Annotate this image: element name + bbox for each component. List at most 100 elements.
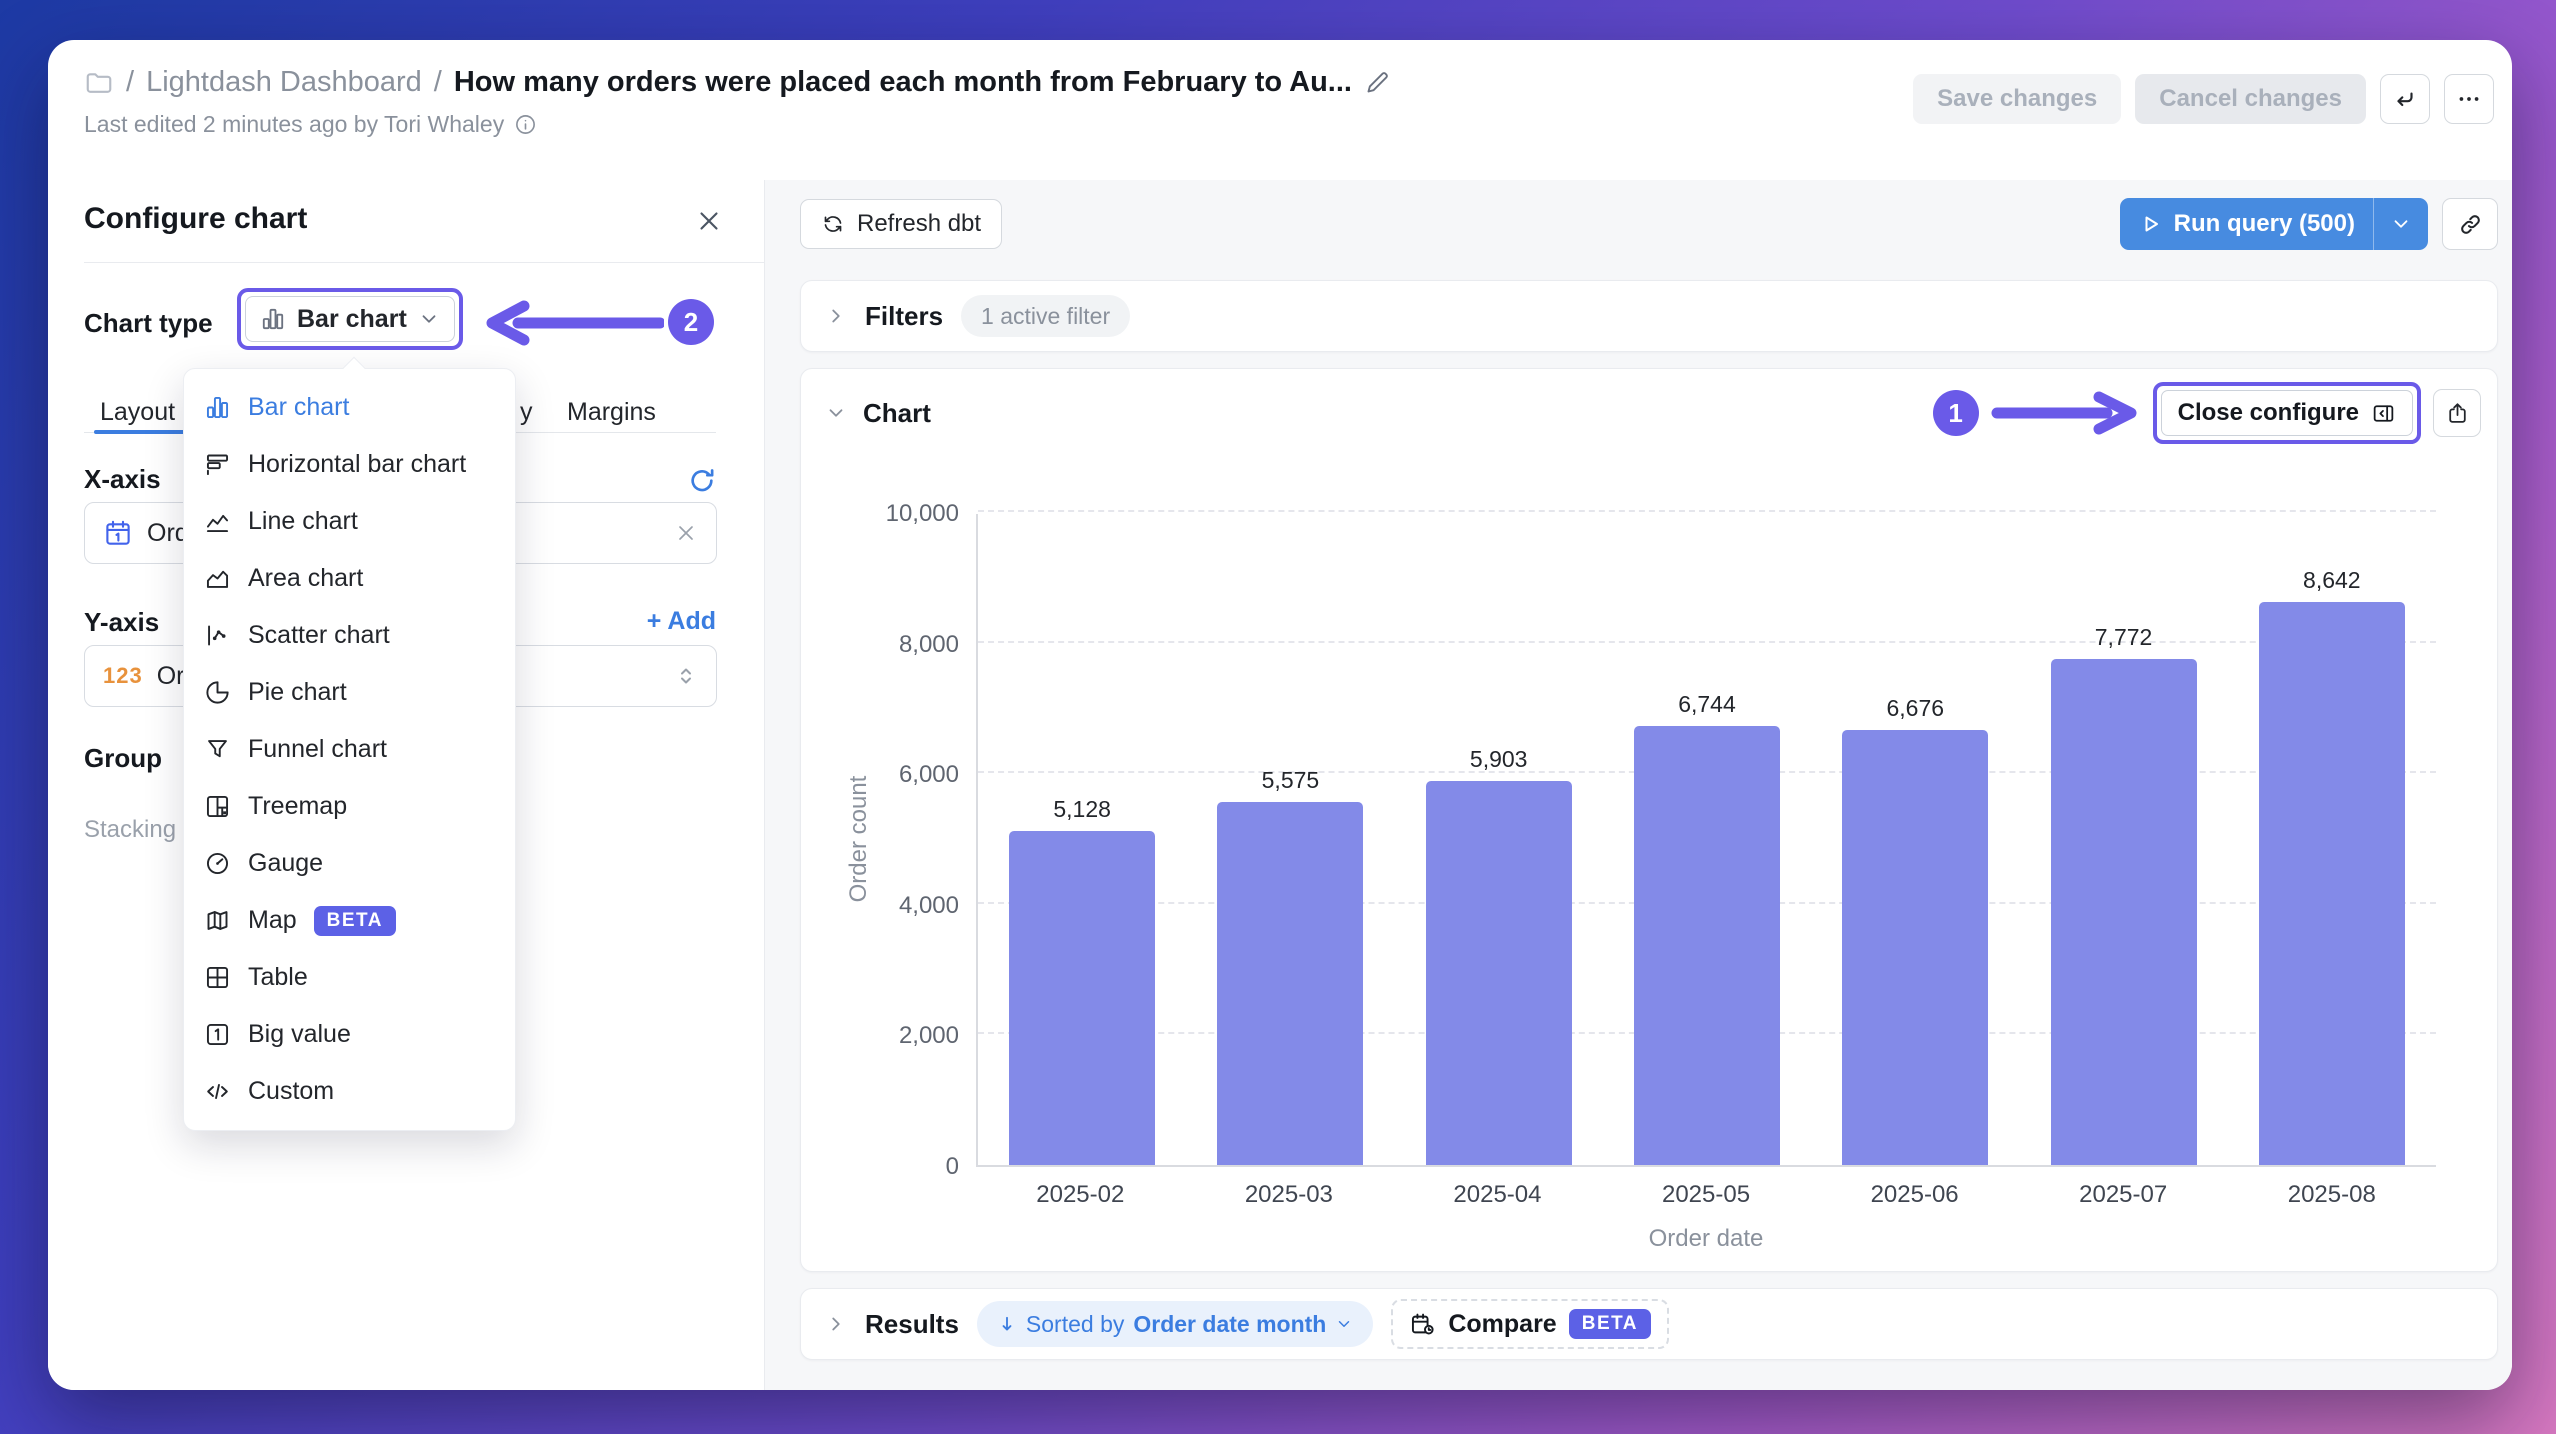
bar-value-label: 5,575 [1261,767,1320,794]
chevron-down-icon[interactable] [825,402,847,424]
close-panel-icon[interactable] [694,206,724,236]
annotation-step-2-badge: 2 [668,299,714,345]
tab-margins[interactable]: Margins [567,398,656,426]
chart-type-option-gauge[interactable]: Gauge [184,835,515,892]
line-chart-icon [204,508,231,535]
annotation-arrow-2 [478,300,666,351]
breadcrumb-root-link[interactable]: Lightdash Dashboard [146,66,422,98]
bar-2025-07[interactable] [2050,659,2197,1165]
chart-type-option-funnel-chart[interactable]: Funnel chart [184,721,515,778]
big-value-icon [204,1021,231,1048]
titlebar: / Lightdash Dashboard / How many orders … [48,40,2512,180]
chart-type-option-map[interactable]: Map BETA [184,892,515,949]
run-query-options-button[interactable] [2374,198,2428,250]
chart-title[interactable]: Chart [863,397,931,428]
sorted-by-pill[interactable]: Sorted by Order date month [976,1301,1374,1347]
chart-type-dropdown-menu: Bar chart Horizontal bar chart Line chart A… [183,356,516,1131]
bar-value-label: 6,676 [1886,695,1945,722]
bar-value-label: 6,744 [1678,690,1736,717]
y-tick-label: 2,000 [898,1022,959,1050]
bar-2025-08[interactable] [2258,602,2405,1165]
chart-type-option-area-chart[interactable]: Area chart [184,550,515,607]
results-title[interactable]: Results [865,1308,959,1339]
chevron-down-icon [2390,213,2412,235]
bar-2025-03[interactable] [1217,802,1364,1165]
chart-type-option-horizontal-bar-chart[interactable]: Horizontal bar chart [184,436,515,493]
chevron-down-icon [418,308,440,330]
x-tick-label: 2025-05 [1661,1181,1751,1208]
chart-type-highlight-box: Bar chart [237,288,463,350]
menu-item-label: Map [248,906,297,934]
chart-type-option-scatter-chart[interactable]: Scatter chart [184,607,515,664]
add-y-axis-button[interactable]: + Add [646,607,716,635]
x-axis-label: X-axis [84,464,161,494]
x-tick-label: 2025-08 [2287,1181,2376,1208]
flip-axes-icon[interactable] [686,464,718,496]
bar-slot: 5,128 [978,514,1186,1165]
tab-layout[interactable]: Layout [100,398,176,426]
main-area: Refresh dbt Run query (500) Fi [765,180,2512,1390]
annotation-arrow-1 [1991,391,2141,435]
run-query-button[interactable]: Run query (500) [2120,198,2374,250]
chart-type-option-treemap[interactable]: Treemap [184,778,515,835]
select-chevrons-icon[interactable] [674,664,698,688]
cancel-changes-button[interactable]: Cancel changes [2135,74,2366,124]
titlebar-actions: Save changes Cancel changes [1913,74,2494,124]
y-tick-label: 0 [945,1153,959,1180]
tab-partially-hidden[interactable]: y [520,398,533,426]
refresh-dbt-button[interactable]: Refresh dbt [800,199,1003,249]
undo-button[interactable] [2380,74,2430,124]
chart-type-option-table[interactable]: Table [184,949,515,1006]
save-changes-button[interactable]: Save changes [1913,74,2122,124]
chart-type-option-big-value[interactable]: Big value [184,1006,515,1063]
chart-type-option-bar-chart[interactable]: Bar chart [184,379,515,436]
chart-type-value: Bar chart [297,304,407,333]
close-configure-button[interactable]: Close configure [2160,390,2413,436]
chart-header-actions: 1 Close configure [1932,382,2481,444]
bar-value-label: 5,128 [1053,796,1111,823]
sort-descending-icon [997,1314,1017,1334]
link-icon [2458,212,2483,237]
clear-field-icon[interactable] [674,521,698,545]
compare-button[interactable]: Compare BETA [1391,1299,1670,1349]
undo-icon [2392,86,2418,112]
chevron-right-icon[interactable] [825,305,847,327]
chart-type-option-pie-chart[interactable]: Pie chart [184,664,515,721]
chart-type-option-line-chart[interactable]: Line chart [184,493,515,550]
bar-value-label: 8,642 [2303,567,2361,594]
menu-item-label: Funnel chart [248,735,387,763]
bar-chart-icon [204,394,231,421]
more-options-button[interactable] [2444,74,2494,124]
x-tick-label: 2025-04 [1453,1181,1542,1208]
bar-2025-02[interactable] [1009,831,1156,1165]
run-query-label: Run query (500) [2173,210,2355,237]
y-tick-label: 10,000 [885,500,959,527]
copy-link-button[interactable] [2442,198,2498,250]
filters-title[interactable]: Filters [865,300,944,331]
chevron-right-icon[interactable] [825,1313,847,1335]
custom-code-icon [204,1078,231,1105]
y-tick-label: 4,000 [898,891,959,919]
last-edited-text: Last edited 2 minutes ago by Tori Whaley [84,111,505,137]
edit-pencil-icon[interactable] [1364,69,1391,96]
chart-type-option-custom[interactable]: Custom [184,1063,515,1120]
menu-item-label: Pie chart [248,678,347,706]
beta-badge: BETA [313,905,396,936]
gridline [978,510,2436,512]
panel-title: Configure chart [84,202,308,235]
bar-2025-05[interactable] [1633,725,1780,1165]
menu-item-label: Table [248,963,308,991]
info-icon[interactable] [514,113,537,136]
bar-2025-04[interactable] [1425,780,1572,1165]
menu-items: Bar chart Horizontal bar chart Line chart A… [184,379,515,1120]
filters-section: Filters 1 active filter [800,280,2498,352]
x-tick-label: 2025-03 [1244,1181,1333,1208]
folder-icon [84,68,114,98]
refresh-icon [821,212,845,236]
share-chart-button[interactable] [2433,389,2481,437]
play-icon [2138,212,2162,236]
chart-type-dropdown[interactable]: Bar chart [245,296,455,342]
bar-2025-06[interactable] [1842,730,1989,1165]
compare-label: Compare [1448,1309,1557,1338]
